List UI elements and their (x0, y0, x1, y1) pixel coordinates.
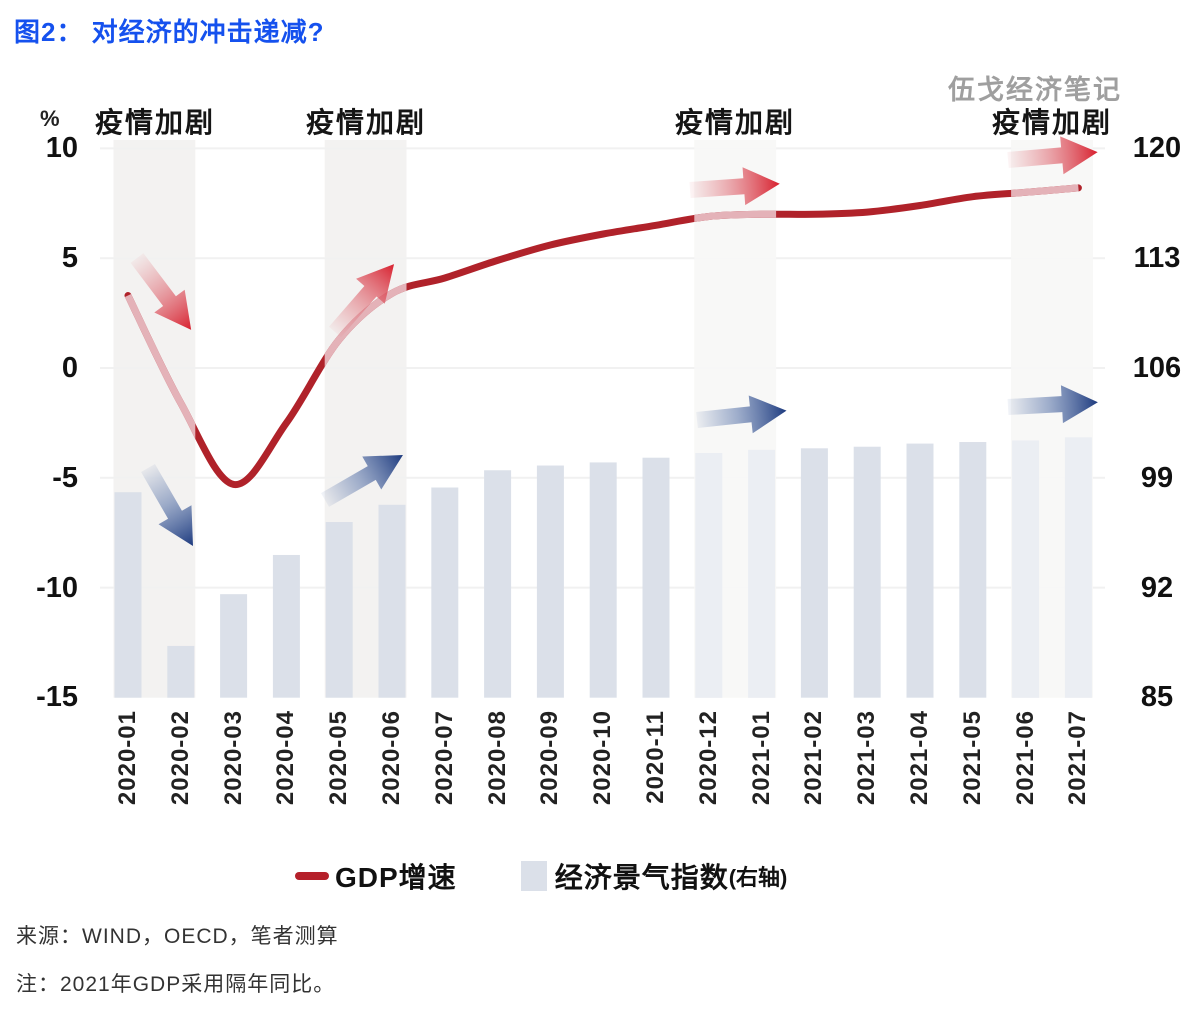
right-axis-tick: 106 (1132, 352, 1182, 384)
x-axis-label: 2020-03 (220, 710, 247, 806)
right-axis-tick: 99 (1140, 462, 1174, 494)
blue-arrow-right (1007, 383, 1099, 426)
left-axis-tick: -15 (36, 681, 78, 713)
x-axis-label: 2020-11 (642, 710, 669, 804)
x-axis-label: 2020-12 (695, 710, 722, 806)
figure-title: 图2： 对经济的冲击递减? (14, 17, 325, 47)
left-axis-tick: -5 (52, 462, 78, 494)
blue-arrow-right (695, 391, 789, 439)
left-axis-unit-label: % (40, 106, 60, 131)
red-arrow-down (121, 246, 207, 342)
annotation-label-epidemic-4: 疫情加剧 (991, 107, 1112, 138)
red-arrow-up (320, 251, 409, 345)
legend-bar-label: 经济景气指数 (554, 862, 729, 893)
x-axis-label: 2020-10 (589, 710, 616, 806)
x-axis-label: 2020-01 (114, 710, 141, 806)
x-axis-label: 2021-01 (748, 710, 775, 806)
blue-arrow-up (315, 438, 413, 517)
left-axis-tick: 0 (61, 352, 78, 384)
x-axis-label: 2021-06 (1012, 710, 1039, 806)
x-axis-label: 2020-05 (325, 710, 352, 806)
source-note: 来源：WIND，OECD，笔者测算 (16, 925, 339, 948)
method-note: 注：2021年GDP采用隔年同比。 (16, 973, 336, 996)
x-axis-label: 2020-06 (378, 710, 405, 806)
x-axis-label: 2020-07 (431, 710, 458, 806)
legend-bar-axis-suffix: (右轴) (728, 865, 788, 890)
left-axis-tick: -10 (36, 572, 78, 604)
right-axis-tick: 120 (1132, 132, 1182, 164)
watermark-text: 伍戈经济笔记 (948, 75, 1122, 105)
x-axis-label: 2021-02 (800, 710, 827, 806)
left-axis-tick: 5 (61, 242, 78, 274)
left-axis-tick: 10 (45, 132, 78, 164)
right-axis-tick: 113 (1133, 242, 1181, 274)
x-axis-label: 2021-03 (853, 710, 880, 806)
right-axis-tick: 85 (1140, 681, 1174, 713)
annotation-label-epidemic-3: 疫情加剧 (674, 107, 795, 138)
legend-item-index-bars: 经济景气指数 (右轴) (520, 856, 788, 896)
legend: GDP增速 经济景气指数 (右轴) (295, 856, 787, 896)
blue-arrow-down (131, 458, 210, 556)
x-axis-label: 2020-02 (167, 710, 194, 806)
x-axis-label: 2021-07 (1064, 710, 1091, 806)
annotation-label-epidemic-2: 疫情加剧 (305, 107, 426, 138)
legend-line-swatch (295, 872, 329, 880)
x-axis-label: 2020-08 (484, 710, 511, 806)
legend-item-gdp-line: GDP增速 (295, 856, 457, 896)
legend-bar-swatch (520, 861, 547, 891)
legend-line-label: GDP增速 (335, 862, 457, 893)
right-axis-tick: 92 (1140, 572, 1174, 604)
red-arrow-right (688, 164, 782, 209)
x-axis-label: 2021-05 (959, 710, 986, 806)
x-axis-label: 2021-04 (906, 710, 933, 806)
x-axis-label: 2020-09 (536, 710, 563, 806)
x-axis-label: 2020-04 (272, 710, 299, 806)
annotation-label-epidemic-1: 疫情加剧 (94, 107, 215, 138)
